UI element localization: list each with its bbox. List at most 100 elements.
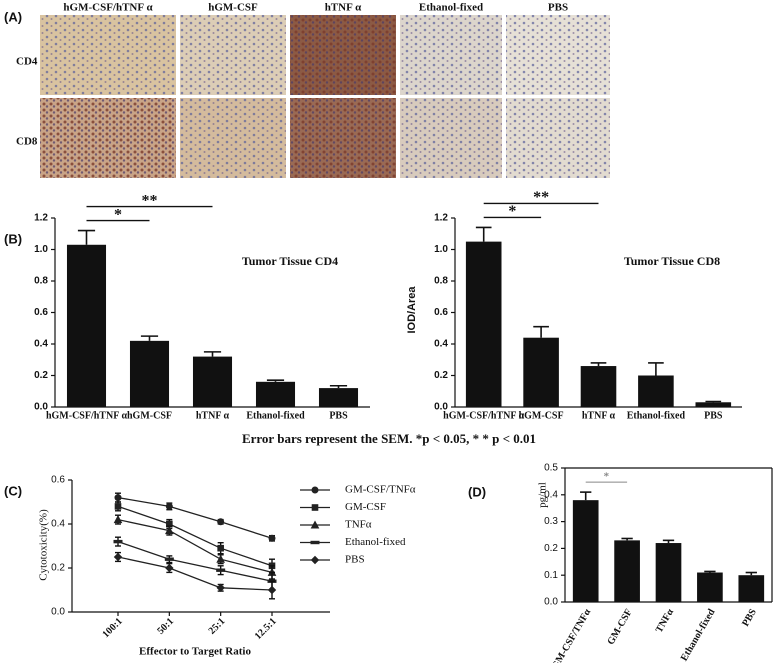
error-bar bbox=[77, 229, 96, 245]
error-bar bbox=[590, 362, 607, 367]
y-tick-label: 0.0 bbox=[34, 402, 48, 413]
legend-label: GM-CSF bbox=[345, 501, 386, 513]
y-tick-label: 1.0 bbox=[434, 244, 448, 255]
line bbox=[117, 496, 273, 539]
marker bbox=[114, 494, 122, 502]
marker bbox=[216, 568, 226, 572]
micrograph-texture bbox=[400, 15, 502, 95]
x-tick-label: hTNF α bbox=[582, 410, 616, 421]
x-tick-label: Ethanol-fixed bbox=[246, 410, 305, 421]
bar bbox=[318, 388, 359, 407]
x-tick-label: 25:1 bbox=[207, 616, 228, 637]
column-header: hGM-CSF bbox=[208, 2, 258, 14]
x-axis-label: Effector to Target Ratio bbox=[139, 646, 251, 658]
bar bbox=[523, 337, 559, 407]
micrograph-texture bbox=[506, 98, 610, 178]
y-tick-label: 0.2 bbox=[544, 543, 558, 554]
marker bbox=[114, 503, 122, 510]
error-bar bbox=[745, 571, 757, 576]
x-tick-label: hGM-CSF bbox=[127, 410, 172, 421]
legend-label: TNFα bbox=[345, 519, 372, 531]
x-tick-label: 12.5:1 bbox=[253, 616, 279, 642]
bar bbox=[465, 241, 502, 407]
x-tick-label: PBS bbox=[740, 607, 759, 629]
marker bbox=[113, 515, 123, 524]
marker bbox=[267, 585, 277, 595]
y-tick-label: 0.3 bbox=[544, 516, 558, 527]
bar bbox=[255, 381, 296, 407]
bar bbox=[655, 543, 682, 602]
error-bar bbox=[533, 325, 549, 338]
marker bbox=[217, 518, 225, 526]
x-tick-label: Ethanol-fixed bbox=[627, 410, 686, 421]
marker bbox=[216, 554, 226, 563]
marker bbox=[216, 583, 225, 593]
micrograph-texture bbox=[180, 98, 286, 178]
x-tick-label: GM-CSF/TNFα bbox=[550, 607, 594, 663]
line bbox=[117, 518, 273, 574]
row-label: CD8 bbox=[16, 136, 38, 148]
y-tick-label: 0.0 bbox=[51, 607, 65, 618]
marker bbox=[311, 504, 319, 511]
x-tick-label: TNFα bbox=[654, 607, 677, 635]
error-bar bbox=[475, 226, 492, 242]
marker bbox=[310, 520, 320, 529]
bar bbox=[192, 356, 233, 407]
bar bbox=[129, 340, 170, 407]
bar bbox=[580, 366, 617, 407]
y-tick-label: 0.0 bbox=[544, 597, 558, 608]
significance-mark: * bbox=[114, 206, 122, 223]
y-tick-label: 0.2 bbox=[34, 370, 48, 381]
x-tick-label: hGM-CSF bbox=[519, 410, 564, 421]
significance-mark: ** bbox=[533, 189, 549, 206]
marker bbox=[164, 526, 174, 535]
bar bbox=[697, 572, 723, 602]
y-tick-label: 0.2 bbox=[434, 370, 448, 381]
y-tick-label: 0.4 bbox=[544, 489, 558, 500]
chart-title: Tumor Tissue CD8 bbox=[624, 254, 720, 268]
column-header: Ethanol-fixed bbox=[419, 2, 483, 14]
y-axis-label: IOD/Area bbox=[406, 286, 418, 334]
error-bar bbox=[704, 570, 716, 573]
bar bbox=[738, 575, 765, 602]
column-header: hTNF α bbox=[325, 2, 362, 14]
x-tick-label: hTNF α bbox=[196, 410, 230, 421]
x-tick-label: Ethanol-fixed bbox=[679, 607, 718, 663]
marker bbox=[165, 502, 173, 510]
chart-title: Tumor Tissue CD4 bbox=[242, 254, 338, 268]
y-tick-label: 0.2 bbox=[51, 563, 65, 574]
error-bar bbox=[705, 400, 722, 403]
significance-mark: ** bbox=[142, 192, 158, 209]
row-label: CD4 bbox=[16, 56, 38, 68]
column-header: PBS bbox=[548, 2, 568, 14]
micrograph-texture bbox=[290, 98, 396, 178]
error-bar bbox=[580, 491, 592, 501]
significance-mark: * bbox=[508, 203, 516, 220]
y-tick-label: 0.6 bbox=[34, 307, 48, 318]
y-tick-label: 0.4 bbox=[434, 339, 448, 350]
marker bbox=[310, 555, 320, 565]
panel-label: (B) bbox=[4, 231, 22, 246]
legend-label: PBS bbox=[345, 554, 365, 566]
x-tick-label: hGM-CSF/hTNF α bbox=[46, 410, 127, 421]
y-tick-label: 0.5 bbox=[544, 463, 558, 474]
micrograph-texture bbox=[400, 98, 502, 178]
bar bbox=[66, 244, 107, 407]
bar bbox=[695, 402, 732, 407]
marker bbox=[217, 544, 224, 552]
y-axis-label: Cytotoxicity(%) bbox=[38, 509, 50, 581]
micrograph-texture bbox=[506, 15, 610, 95]
caption: Error bars represent the SEM. *p < 0.05,… bbox=[242, 431, 536, 446]
x-tick-label: 50:1 bbox=[155, 616, 176, 637]
y-tick-label: 0.6 bbox=[434, 307, 448, 318]
panel-a: hGM-CSF/hTNF α hGM-CSF hTNF α Ethanol-fi… bbox=[16, 2, 610, 178]
y-tick-label: 0.0 bbox=[434, 402, 448, 413]
legend-label: GM-CSF/TNFα bbox=[345, 484, 416, 496]
y-tick-label: 0.4 bbox=[51, 519, 65, 530]
y-tick-label: 1.0 bbox=[34, 244, 48, 255]
legend-label: Ethanol-fixed bbox=[345, 536, 406, 548]
marker bbox=[310, 540, 320, 545]
marker bbox=[164, 557, 174, 561]
y-tick-label: 0.8 bbox=[34, 276, 48, 287]
panel-label: (C) bbox=[4, 483, 22, 498]
